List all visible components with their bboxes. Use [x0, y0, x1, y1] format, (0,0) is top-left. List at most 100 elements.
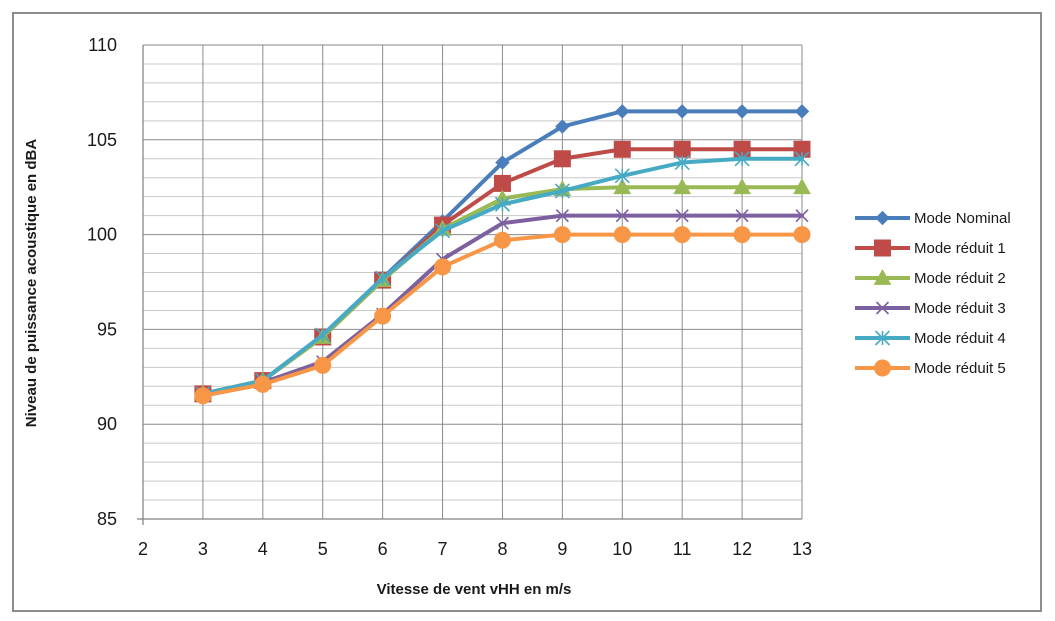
x-tick-label: 7 — [438, 539, 448, 559]
data-point — [555, 119, 570, 134]
legend-item: Mode réduit 5 — [855, 359, 1006, 377]
data-point-shape — [734, 104, 750, 119]
data-point — [613, 140, 631, 158]
y-tick-label: 105 — [87, 130, 117, 150]
data-point-shape — [673, 140, 691, 158]
legend-marker — [873, 268, 892, 285]
data-point — [314, 356, 332, 374]
data-point — [613, 178, 632, 195]
legend-marker — [875, 301, 890, 315]
grid — [142, 44, 803, 520]
x-tick-label: 13 — [792, 539, 812, 559]
data-point — [615, 209, 629, 223]
data-point-shape — [793, 178, 811, 195]
data-point — [674, 154, 690, 171]
x-tick-label: 11 — [673, 539, 692, 559]
legend-label: Mode réduit 3 — [914, 300, 1006, 317]
data-point — [794, 151, 810, 167]
data-point — [733, 226, 751, 244]
data-point-shape — [495, 155, 510, 170]
data-point-shape — [254, 375, 272, 393]
y-tick-label: 95 — [97, 319, 117, 339]
series-6 — [194, 226, 811, 405]
data-point-shape — [615, 104, 630, 119]
data-point-shape — [493, 231, 511, 249]
data-point — [793, 178, 811, 195]
data-point-shape — [674, 104, 690, 119]
data-point — [674, 104, 690, 119]
data-point — [553, 226, 571, 244]
data-point — [374, 307, 392, 325]
data-point-stroke — [495, 216, 510, 230]
data-point-shape — [673, 226, 691, 244]
x-tick-label: 8 — [497, 539, 507, 559]
data-point-shape — [673, 178, 692, 195]
tick-labels: 85 90 95 100 105 110 2 3 4 5 6 7 8 9 10 11 12 13 — [87, 35, 812, 559]
data-point — [675, 209, 689, 223]
data-point — [375, 270, 391, 286]
legend-marker — [874, 359, 891, 377]
data-point — [553, 150, 571, 168]
data-point — [734, 151, 750, 167]
data-point — [673, 140, 691, 158]
data-point-shape — [553, 226, 571, 244]
chart-frame — [12, 12, 1042, 612]
series-layer — [194, 104, 811, 405]
legend-label: Mode réduit 4 — [914, 330, 1006, 347]
data-point — [673, 178, 692, 195]
data-point — [734, 104, 750, 119]
legend-marker — [874, 239, 891, 257]
y-tick-label: 90 — [97, 414, 117, 434]
data-point-shape — [733, 178, 751, 195]
data-point — [554, 183, 570, 199]
legend-marker-stroke — [875, 301, 890, 315]
data-point-stroke — [615, 209, 629, 223]
y-axis-title: Niveau de puissance acoustique en dBA — [23, 139, 40, 428]
data-point-shape — [194, 387, 212, 405]
data-point — [613, 226, 631, 244]
data-point — [315, 327, 331, 343]
data-point — [495, 216, 510, 230]
x-tick-label: 5 — [318, 539, 328, 559]
x-tick-label: 2 — [138, 539, 148, 559]
data-point — [673, 226, 691, 244]
axes — [137, 45, 802, 525]
legend-item: Mode réduit 4 — [855, 330, 1006, 347]
x-tick-label: 4 — [258, 539, 268, 559]
legend-marker-shape — [874, 239, 891, 257]
data-point — [555, 209, 569, 223]
legend-item: Mode réduit 1 — [855, 239, 1006, 257]
data-point — [793, 226, 811, 244]
data-point — [434, 258, 452, 276]
y-tick-label: 85 — [97, 509, 117, 529]
data-point — [493, 231, 511, 249]
data-point — [794, 104, 810, 119]
data-point — [493, 174, 511, 192]
x-tick-label: 12 — [732, 539, 752, 559]
data-point — [795, 209, 809, 223]
data-point — [194, 387, 212, 405]
data-point-shape — [793, 226, 811, 244]
x-tick-label: 9 — [557, 539, 567, 559]
data-point-shape — [613, 226, 631, 244]
data-point-stroke — [555, 209, 569, 223]
data-point — [254, 375, 272, 393]
legend-item: Mode réduit 2 — [855, 268, 1006, 287]
legend-label: Mode réduit 5 — [914, 360, 1006, 377]
legend: Mode Nominal Mode réduit 1 Mode réduit 2 Mo… — [855, 210, 1011, 377]
data-point — [614, 168, 630, 184]
legend-label: Mode réduit 2 — [914, 270, 1006, 287]
data-point-shape — [555, 119, 570, 134]
data-point-shape — [374, 307, 392, 325]
data-point — [735, 209, 749, 223]
legend-marker-shape — [874, 359, 891, 377]
legend-marker-shape — [873, 268, 892, 285]
y-tick-label: 110 — [88, 35, 117, 55]
data-point-shape — [553, 150, 571, 168]
legend-marker-shape — [875, 210, 890, 226]
data-point-stroke — [795, 209, 809, 223]
data-point-shape — [613, 140, 631, 158]
x-axis-title: Vitesse de vent vHH en m/s — [377, 581, 572, 598]
data-point — [495, 155, 510, 170]
